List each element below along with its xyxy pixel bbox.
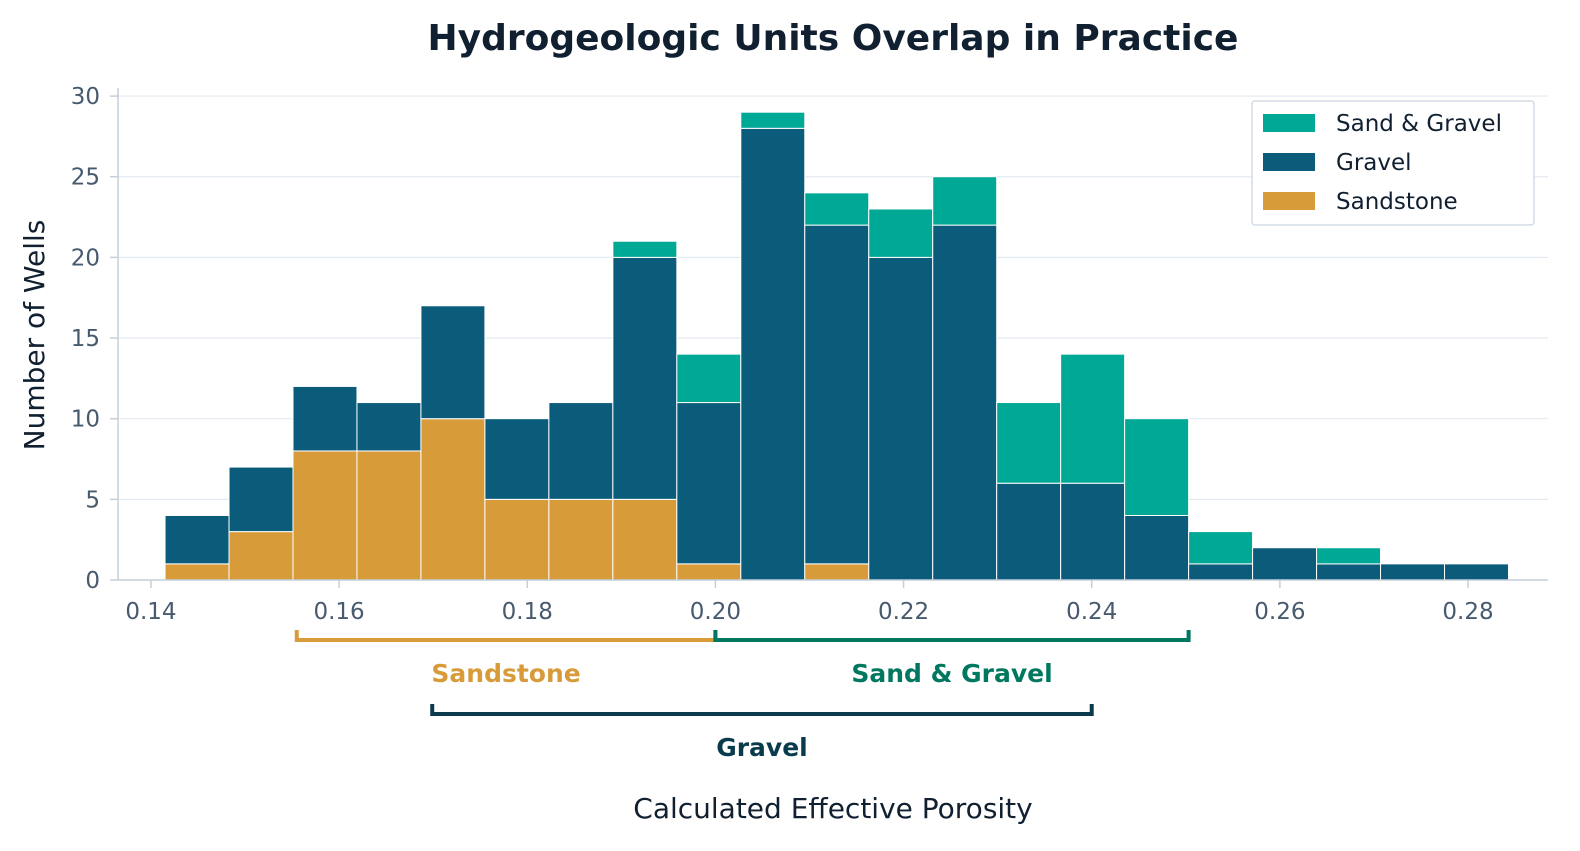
range-label-sand-and-gravel: Sand & Gravel xyxy=(851,659,1052,688)
bar-sandstone-bin-4 xyxy=(420,418,486,581)
bar-gravel-bin-13 xyxy=(996,482,1062,581)
bar-sand-and-gravel-bin-18 xyxy=(1316,547,1382,565)
axes xyxy=(117,88,1548,581)
y-tick-label: 5 xyxy=(85,487,100,513)
y-tick-label: 10 xyxy=(71,407,100,433)
bar-gravel-bin-3 xyxy=(356,402,422,452)
bar-gravel-bin-2 xyxy=(292,385,358,452)
legend-label-sand-and-gravel: Sand & Gravel xyxy=(1336,111,1502,137)
bar-sand-and-gravel-bin-12 xyxy=(932,176,998,226)
bar-sand-and-gravel-bin-16 xyxy=(1188,531,1254,565)
bar-sandstone-bin-5 xyxy=(484,498,550,581)
x-tick-label: 0.26 xyxy=(1254,599,1305,625)
x-tick-label: 0.14 xyxy=(125,599,176,625)
y-tick-label: 30 xyxy=(71,84,100,110)
bar-gravel-bin-18 xyxy=(1316,563,1382,581)
range-label-gravel: Gravel xyxy=(716,733,808,762)
bar-sandstone-bin-1 xyxy=(228,531,294,581)
bar-gravel-bin-12 xyxy=(932,224,998,581)
y-ticks: 0 5 10 15 20 25 30 xyxy=(71,84,118,594)
bar-sandstone-bin-10 xyxy=(804,563,870,581)
bar-gravel-bin-4 xyxy=(420,305,486,420)
x-tick-label: 0.22 xyxy=(878,599,929,625)
bar-sandstone-bin-0 xyxy=(164,563,230,581)
legend-label-gravel: Gravel xyxy=(1336,150,1412,176)
x-axis-label: Calculated Effective Porosity xyxy=(633,792,1032,825)
bar-sandstone-bin-7 xyxy=(612,498,678,581)
bar-sand-and-gravel-bin-7 xyxy=(612,240,678,258)
range-bracket-gravel xyxy=(430,704,1094,716)
bar-sand-and-gravel-bin-14 xyxy=(1060,353,1126,484)
bar-gravel-bin-10 xyxy=(804,224,870,565)
unit-range-brackets: Sandstone Sand & Gravel Gravel xyxy=(294,630,1191,762)
bar-gravel-bin-11 xyxy=(868,256,934,581)
legend: Sand & Gravel Gravel Sandstone xyxy=(1251,100,1535,226)
y-axis-label: Number of Wells xyxy=(18,220,51,451)
bar-gravel-bin-15 xyxy=(1124,514,1190,581)
x-tick-label: 0.24 xyxy=(1066,599,1117,625)
bar-gravel-bin-5 xyxy=(484,418,550,500)
range-bracket-sandstone xyxy=(294,630,718,642)
bar-sand-and-gravel-bin-11 xyxy=(868,208,934,258)
y-tick-label: 15 xyxy=(71,326,100,352)
y-tick-label: 20 xyxy=(71,245,100,271)
legend-swatch-sand-and-gravel xyxy=(1263,114,1315,132)
x-tick-label: 0.16 xyxy=(313,599,364,625)
bar-sandstone-bin-6 xyxy=(548,498,614,581)
y-tick-label: 25 xyxy=(71,165,100,191)
legend-swatch-gravel xyxy=(1263,153,1315,171)
bar-sand-and-gravel-bin-8 xyxy=(676,353,742,404)
bar-sandstone-bin-8 xyxy=(676,563,742,581)
chart-title: Hydrogeologic Units Overlap in Practice xyxy=(428,18,1239,59)
bar-gravel-bin-6 xyxy=(548,402,614,500)
x-ticks: 0.14 0.16 0.18 0.20 0.22 0.24 0.26 0.28 xyxy=(125,580,1494,625)
bar-sandstone-bin-2 xyxy=(292,450,358,581)
legend-box xyxy=(1251,100,1535,226)
legend-label-sandstone: Sandstone xyxy=(1336,189,1458,215)
x-tick-label: 0.28 xyxy=(1442,599,1493,625)
bar-gravel-bin-20 xyxy=(1444,563,1509,581)
range-label-sandstone: Sandstone xyxy=(431,659,580,688)
bar-gravel-bin-1 xyxy=(228,466,294,533)
bar-gravel-bin-0 xyxy=(164,514,230,565)
bar-gravel-bin-8 xyxy=(676,402,742,565)
x-tick-label: 0.18 xyxy=(502,599,553,625)
bar-gravel-bin-14 xyxy=(1060,482,1126,581)
bar-gravel-bin-17 xyxy=(1252,547,1318,581)
bar-sand-and-gravel-bin-13 xyxy=(996,402,1062,484)
bar-gravel-bin-19 xyxy=(1380,563,1446,581)
range-bracket-sand-and-gravel xyxy=(713,630,1191,642)
y-tick-label: 0 xyxy=(85,568,100,594)
legend-swatch-sandstone xyxy=(1263,192,1315,210)
bar-gravel-bin-9 xyxy=(740,127,806,581)
bar-sand-and-gravel-bin-15 xyxy=(1124,418,1190,516)
bar-gravel-bin-7 xyxy=(612,256,678,500)
bar-sand-and-gravel-bin-10 xyxy=(804,192,870,226)
bar-sandstone-bin-3 xyxy=(356,450,422,581)
bar-sand-and-gravel-bin-9 xyxy=(740,111,806,129)
x-tick-label: 0.20 xyxy=(690,599,741,625)
bar-gravel-bin-16 xyxy=(1188,563,1254,581)
